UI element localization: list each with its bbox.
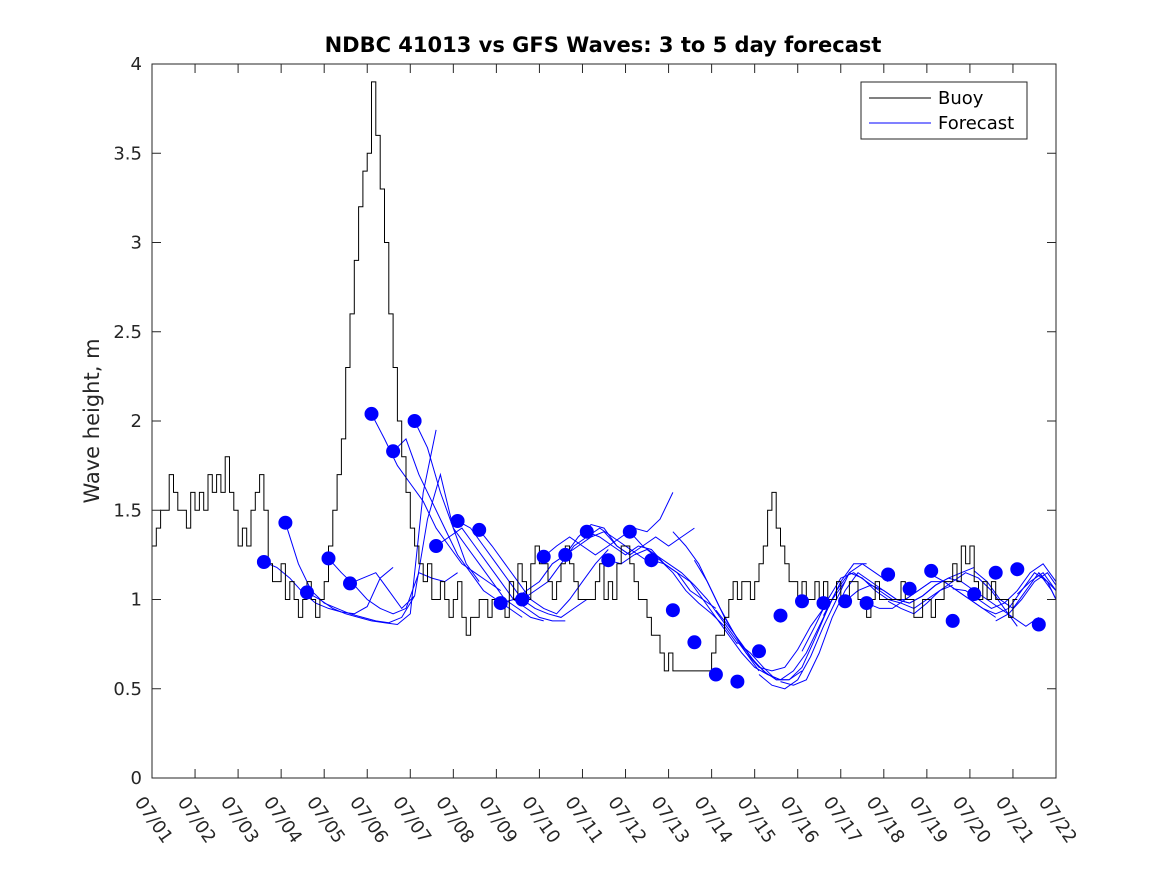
plot-background [152, 64, 1056, 778]
y-tick-label: 0 [131, 768, 142, 789]
forecast-point [450, 514, 465, 528]
y-axis-title: Wave height, m [80, 338, 104, 503]
forecast-point [536, 549, 551, 564]
forecast-line [1016, 572, 1057, 595]
legend-forecast-label: Forecast [938, 113, 1014, 134]
forecast-line [758, 563, 889, 690]
forecast-point [321, 551, 336, 566]
forecast-line [737, 563, 867, 681]
forecast-point [256, 555, 271, 569]
y-tick-label: 1.5 [113, 500, 142, 521]
forecast-line [651, 559, 781, 681]
forecast-point [687, 635, 702, 650]
forecast-point [1031, 617, 1046, 632]
forecast-line [973, 570, 1057, 610]
legend-box [860, 81, 1028, 140]
y-tick-label: 3.5 [113, 143, 142, 164]
forecast-point [364, 406, 379, 421]
forecast-line [586, 531, 717, 609]
y-tick-label: 2.5 [113, 322, 142, 343]
plot-area [151, 63, 1057, 779]
forecast-point [859, 596, 874, 611]
forecast-point [579, 524, 594, 539]
forecast-points [256, 406, 1046, 689]
forecast-point [665, 603, 680, 618]
forecast-line [349, 472, 480, 610]
forecast-point [429, 539, 444, 553]
forecast-point [278, 515, 293, 530]
forecast-point [945, 613, 960, 628]
y-tick-label: 4 [131, 54, 142, 75]
forecast-line [414, 420, 544, 622]
forecast-point [558, 547, 573, 562]
legend-buoy-label: Buoy [938, 88, 984, 109]
forecast-point [730, 674, 745, 689]
y-tick-label: 3 [131, 233, 142, 254]
forecast-point [622, 524, 637, 539]
forecast-point [773, 608, 788, 623]
forecast-point [881, 567, 896, 582]
forecast-point [1010, 562, 1025, 577]
forecast-point [644, 553, 659, 568]
forecast-line [629, 531, 760, 672]
forecast-line [306, 429, 437, 626]
forecast-point [515, 592, 530, 607]
forecast-point [601, 553, 616, 568]
legend: Buoy Forecast [860, 81, 1028, 140]
forecast-point [472, 522, 487, 537]
forecast-point [752, 644, 766, 659]
forecast-point [493, 596, 508, 611]
y-axis: 0 0.5 1 1.5 2 2.5 3 3.5 4 [113, 54, 1056, 789]
forecast-line [693, 559, 824, 672]
forecast-point [924, 563, 939, 578]
forecast-point [902, 581, 917, 596]
forecast-line [478, 529, 609, 615]
forecast-point [967, 587, 982, 602]
forecast-line [543, 492, 674, 558]
forecast-point [386, 444, 401, 459]
forecast-point [795, 594, 809, 609]
forecast-point [708, 667, 723, 682]
y-tick-label: 2 [131, 411, 142, 432]
y-tick-label: 1 [131, 590, 142, 611]
forecast-line [995, 572, 1057, 622]
y-tick-label: 0.5 [113, 679, 142, 700]
forecast-point [343, 576, 357, 591]
forecast-point [816, 596, 831, 611]
forecast-line [1038, 572, 1057, 591]
forecast-line [435, 527, 566, 622]
forecast-point [988, 565, 1003, 580]
forecast-point [300, 585, 314, 600]
chart-title: NDBC 41013 vs GFS Waves: 3 to 5 day fore… [325, 33, 882, 57]
forecast-point [838, 594, 853, 609]
forecast-point [407, 414, 422, 428]
